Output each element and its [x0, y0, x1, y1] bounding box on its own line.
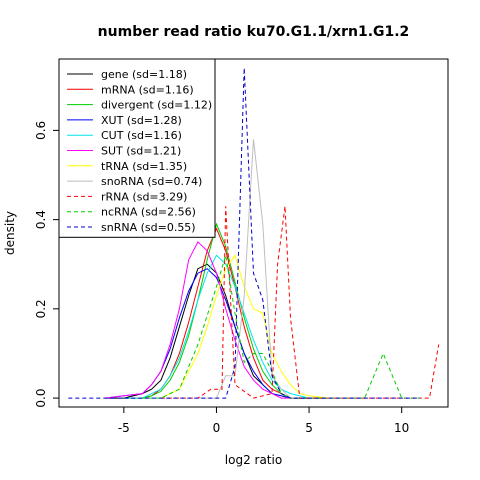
series-line: [123, 227, 310, 399]
series-line: [105, 263, 328, 399]
legend-label: mRNA (sd=1.16): [101, 83, 194, 96]
axes: -5 0 5 10 0.0 0.2 0.4 0.6: [34, 121, 409, 435]
series-line: [160, 254, 328, 399]
legend-label: CUT (sd=1.16): [101, 129, 182, 142]
legend-label: divergent (sd=1.12): [101, 99, 212, 112]
series-line: [197, 139, 310, 399]
x-tick-label: 10: [394, 421, 409, 435]
legend-box: [58, 58, 216, 238]
legend-label: snRNA (sd=0.55): [101, 221, 196, 234]
legend-label: SUT (sd=1.21): [101, 145, 181, 158]
series-line: [105, 241, 310, 399]
legend: gene (sd=1.18) mRNA (sd=1.16) divergent (s…: [58, 58, 216, 238]
x-tick-label: 5: [305, 421, 313, 435]
legend-label: XUT (sd=1.28): [101, 114, 182, 127]
series-line: [142, 255, 421, 399]
x-tick-label: 0: [213, 421, 221, 435]
series-line: [68, 67, 421, 399]
y-tick-label: 0.4: [34, 210, 48, 229]
x-axis-label: log2 ratio: [225, 453, 282, 467]
series-line: [105, 268, 310, 399]
legend-label: gene (sd=1.18): [101, 68, 187, 81]
series-line: [123, 254, 310, 399]
y-axis-label: density: [3, 211, 17, 255]
y-tick-label: 0.2: [34, 299, 48, 318]
y-tick-label: 0.6: [34, 121, 48, 140]
legend-label: snoRNA (sd=0.74): [101, 175, 202, 188]
legend-label: rRNA (sd=3.29): [101, 190, 187, 203]
legend-label: tRNA (sd=1.35): [101, 160, 187, 173]
y-tick-label: 0.0: [34, 389, 48, 408]
legend-label: ncRNA (sd=2.56): [101, 206, 196, 219]
x-tick-label: -5: [118, 421, 130, 435]
series-line: [160, 206, 440, 399]
series-layer: [68, 67, 440, 399]
chart-title: number read ratio ku70.G1.1/xrn1.G1.2: [98, 24, 410, 40]
